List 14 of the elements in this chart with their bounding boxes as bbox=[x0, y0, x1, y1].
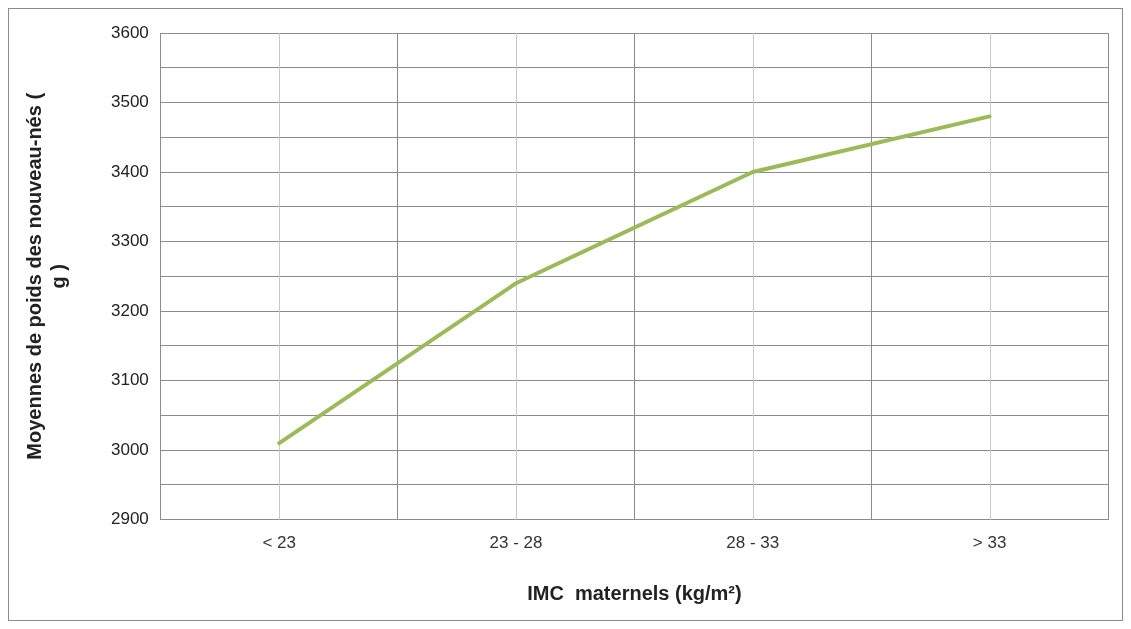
x-tick-label: < 23 bbox=[262, 533, 296, 553]
x-tick-label: 28 - 33 bbox=[726, 533, 780, 553]
x-axis-title: IMC maternels (kg/m²) bbox=[527, 581, 742, 604]
y-tick-label: 3300 bbox=[110, 231, 149, 251]
y-tick-label: 3400 bbox=[110, 161, 149, 181]
x-tick-label: > 33 bbox=[972, 533, 1007, 553]
y-tick-label: 3200 bbox=[110, 300, 149, 320]
y-tick-label: 3500 bbox=[110, 92, 149, 112]
y-axis-title: Moyennes de poids des nouveau-nés ( g ) bbox=[22, 92, 69, 460]
y-tick-label: 2900 bbox=[110, 509, 149, 529]
y-tick-label: 3100 bbox=[110, 370, 149, 390]
y-tick-label: 3600 bbox=[110, 22, 149, 42]
y-tick-label: 3000 bbox=[110, 439, 149, 459]
x-tick-label: 23 - 28 bbox=[489, 533, 543, 553]
